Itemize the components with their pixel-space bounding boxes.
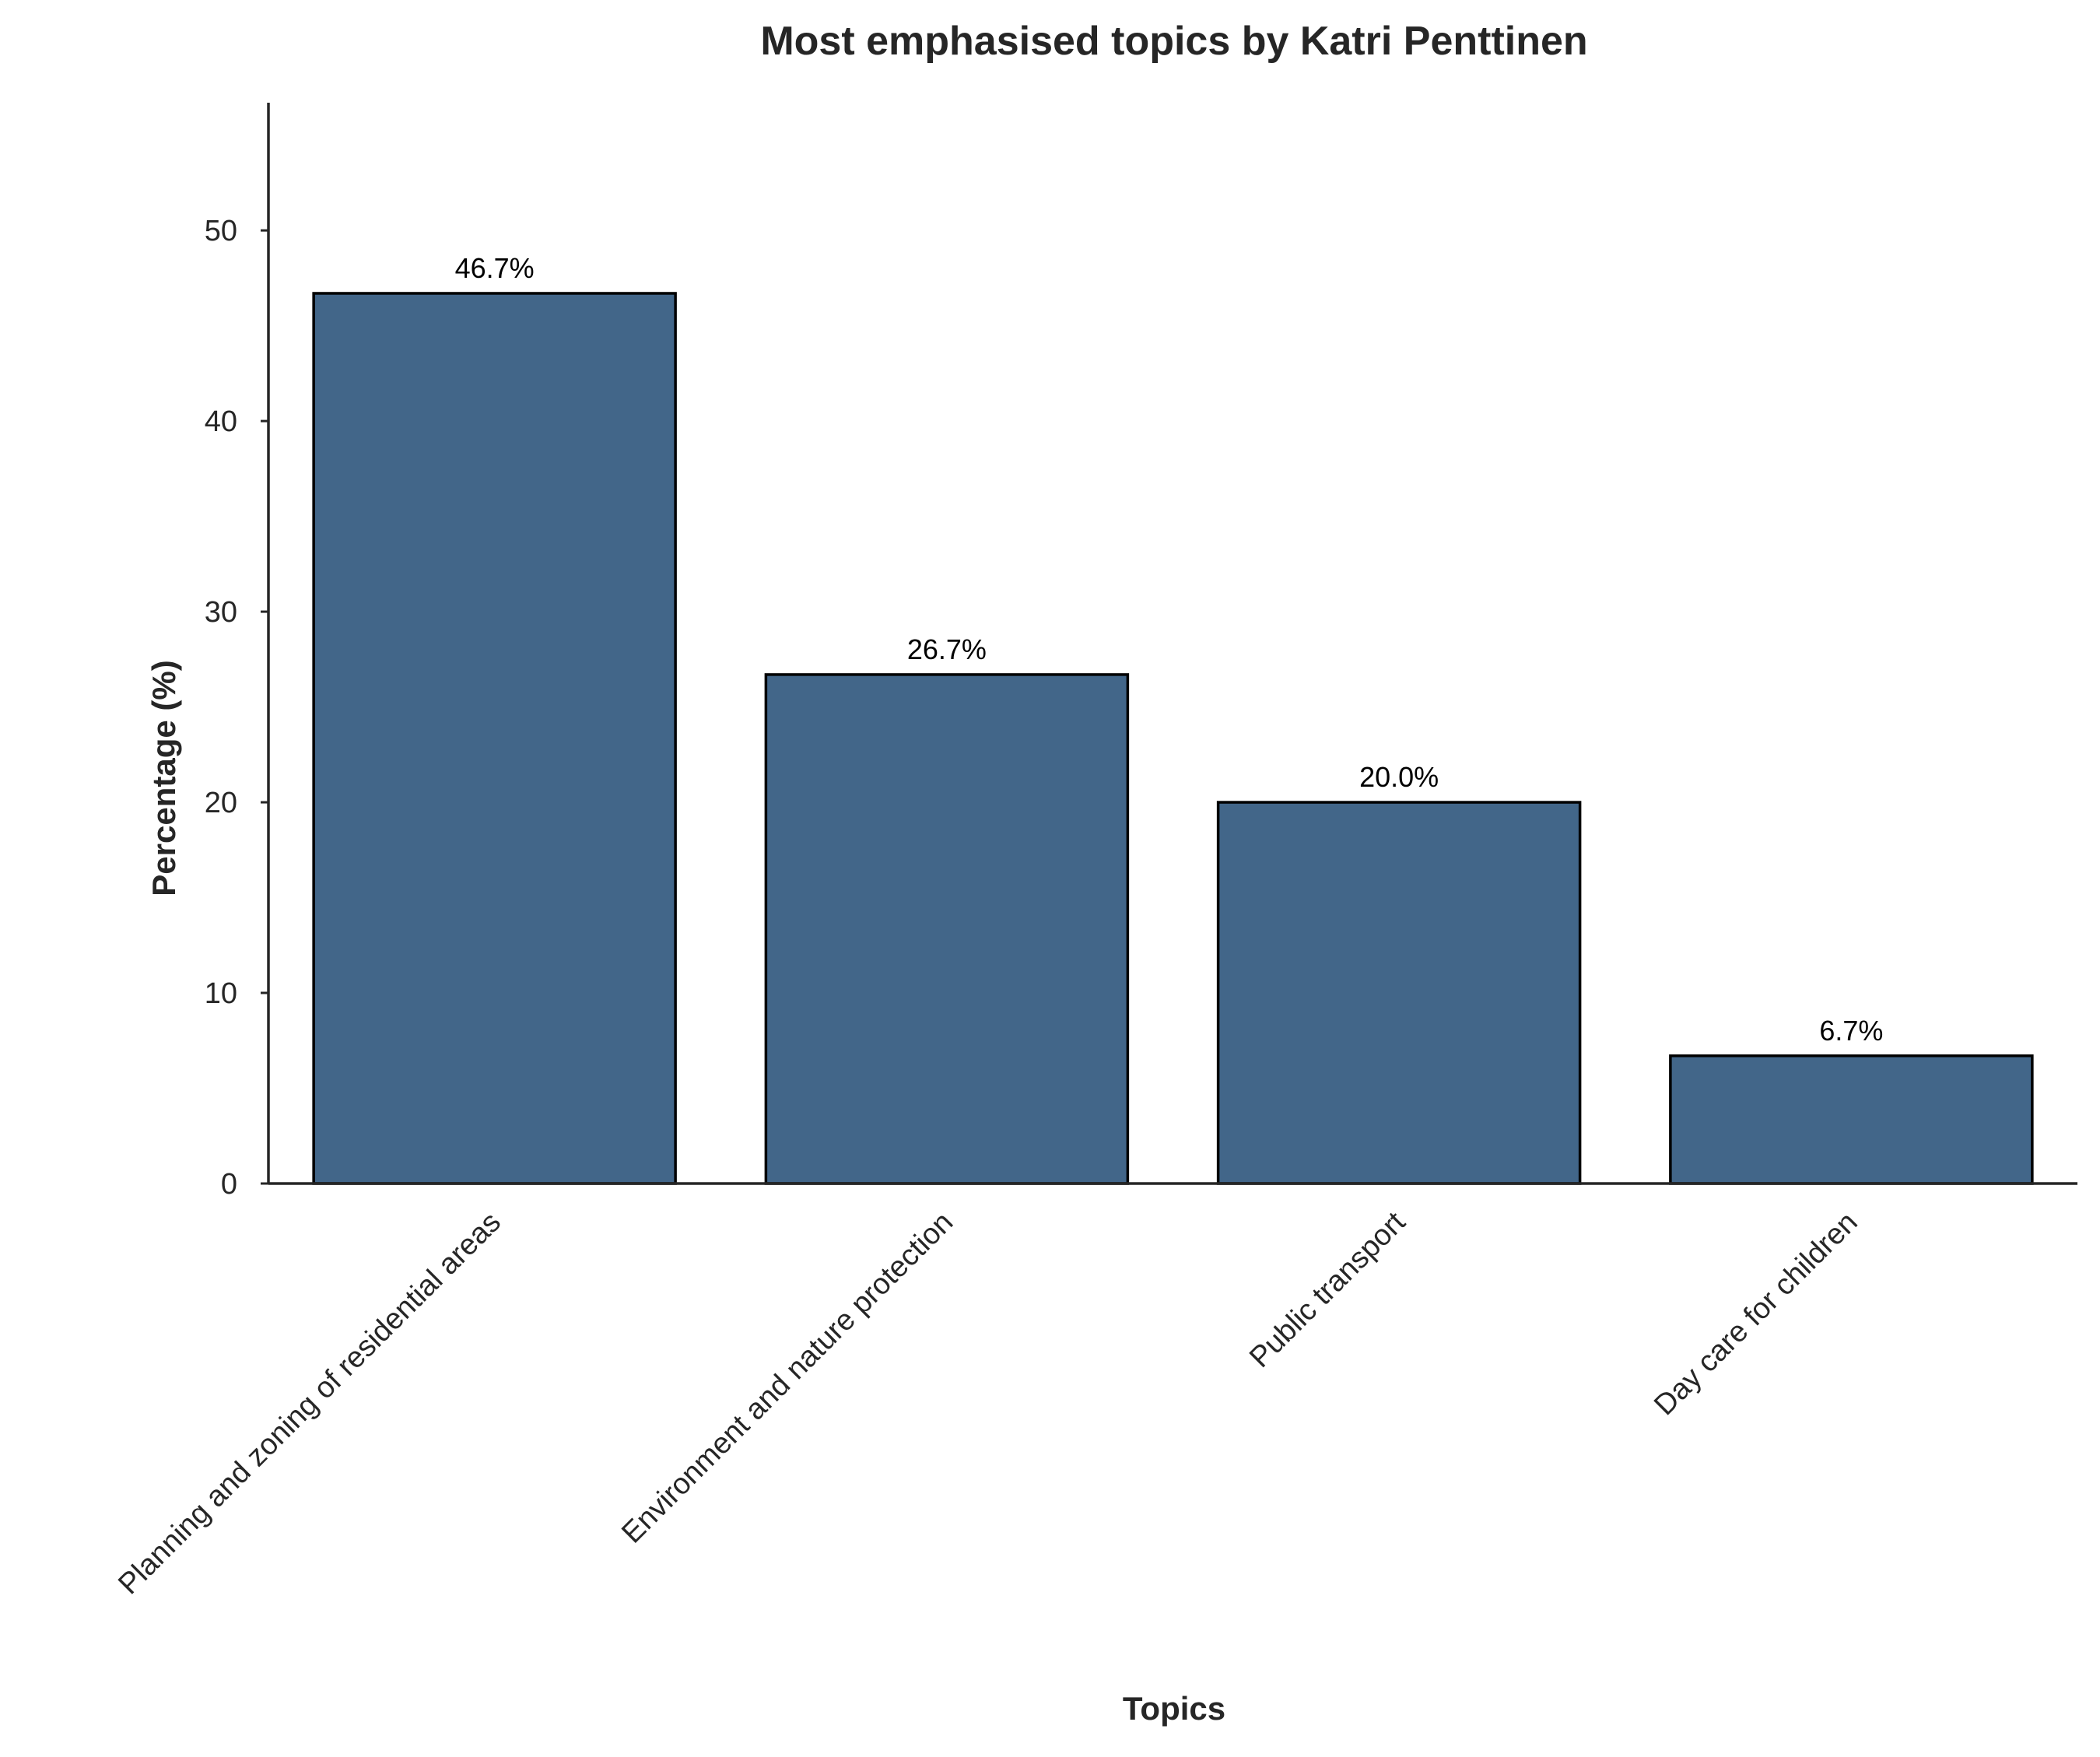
value-labels-group: 46.7% 26.7% 20.0% 6.7% <box>455 252 1884 1047</box>
bar <box>312 292 677 1185</box>
x-tick-label: Planning and zoning of residential areas <box>112 1206 507 1601</box>
y-tick-label: 40 <box>205 405 237 438</box>
bars-group <box>312 292 2034 1185</box>
bar-value-label: 6.7% <box>1819 1015 1883 1047</box>
y-axis-ticks: 0 10 20 30 40 50 <box>205 215 268 1201</box>
bar-value-label: 46.7% <box>455 252 535 284</box>
bar-value-label: 20.0% <box>1359 761 1439 793</box>
x-tick-label: Public transport <box>1243 1205 1412 1374</box>
y-tick-label: 20 <box>205 787 237 819</box>
x-axis-ticks: Planning and zoning of residential areas… <box>112 1205 1863 1601</box>
y-tick-label: 50 <box>205 215 237 247</box>
x-tick-label: Environment and nature protection <box>615 1206 959 1550</box>
chart-title: Most emphasised topics by Katri Penttine… <box>760 19 1587 64</box>
bar <box>1216 801 1582 1185</box>
x-axis-title: Topics <box>1123 1690 1225 1727</box>
bar <box>764 673 1130 1185</box>
y-axis-title: Percentage (%) <box>145 660 182 896</box>
y-tick-label: 30 <box>205 596 237 629</box>
bar <box>1669 1054 2034 1185</box>
y-tick-label: 0 <box>221 1168 237 1201</box>
bar-value-label: 26.7% <box>907 633 987 665</box>
y-tick-label: 10 <box>205 977 237 1010</box>
x-tick-label: Day care for children <box>1648 1206 1864 1422</box>
